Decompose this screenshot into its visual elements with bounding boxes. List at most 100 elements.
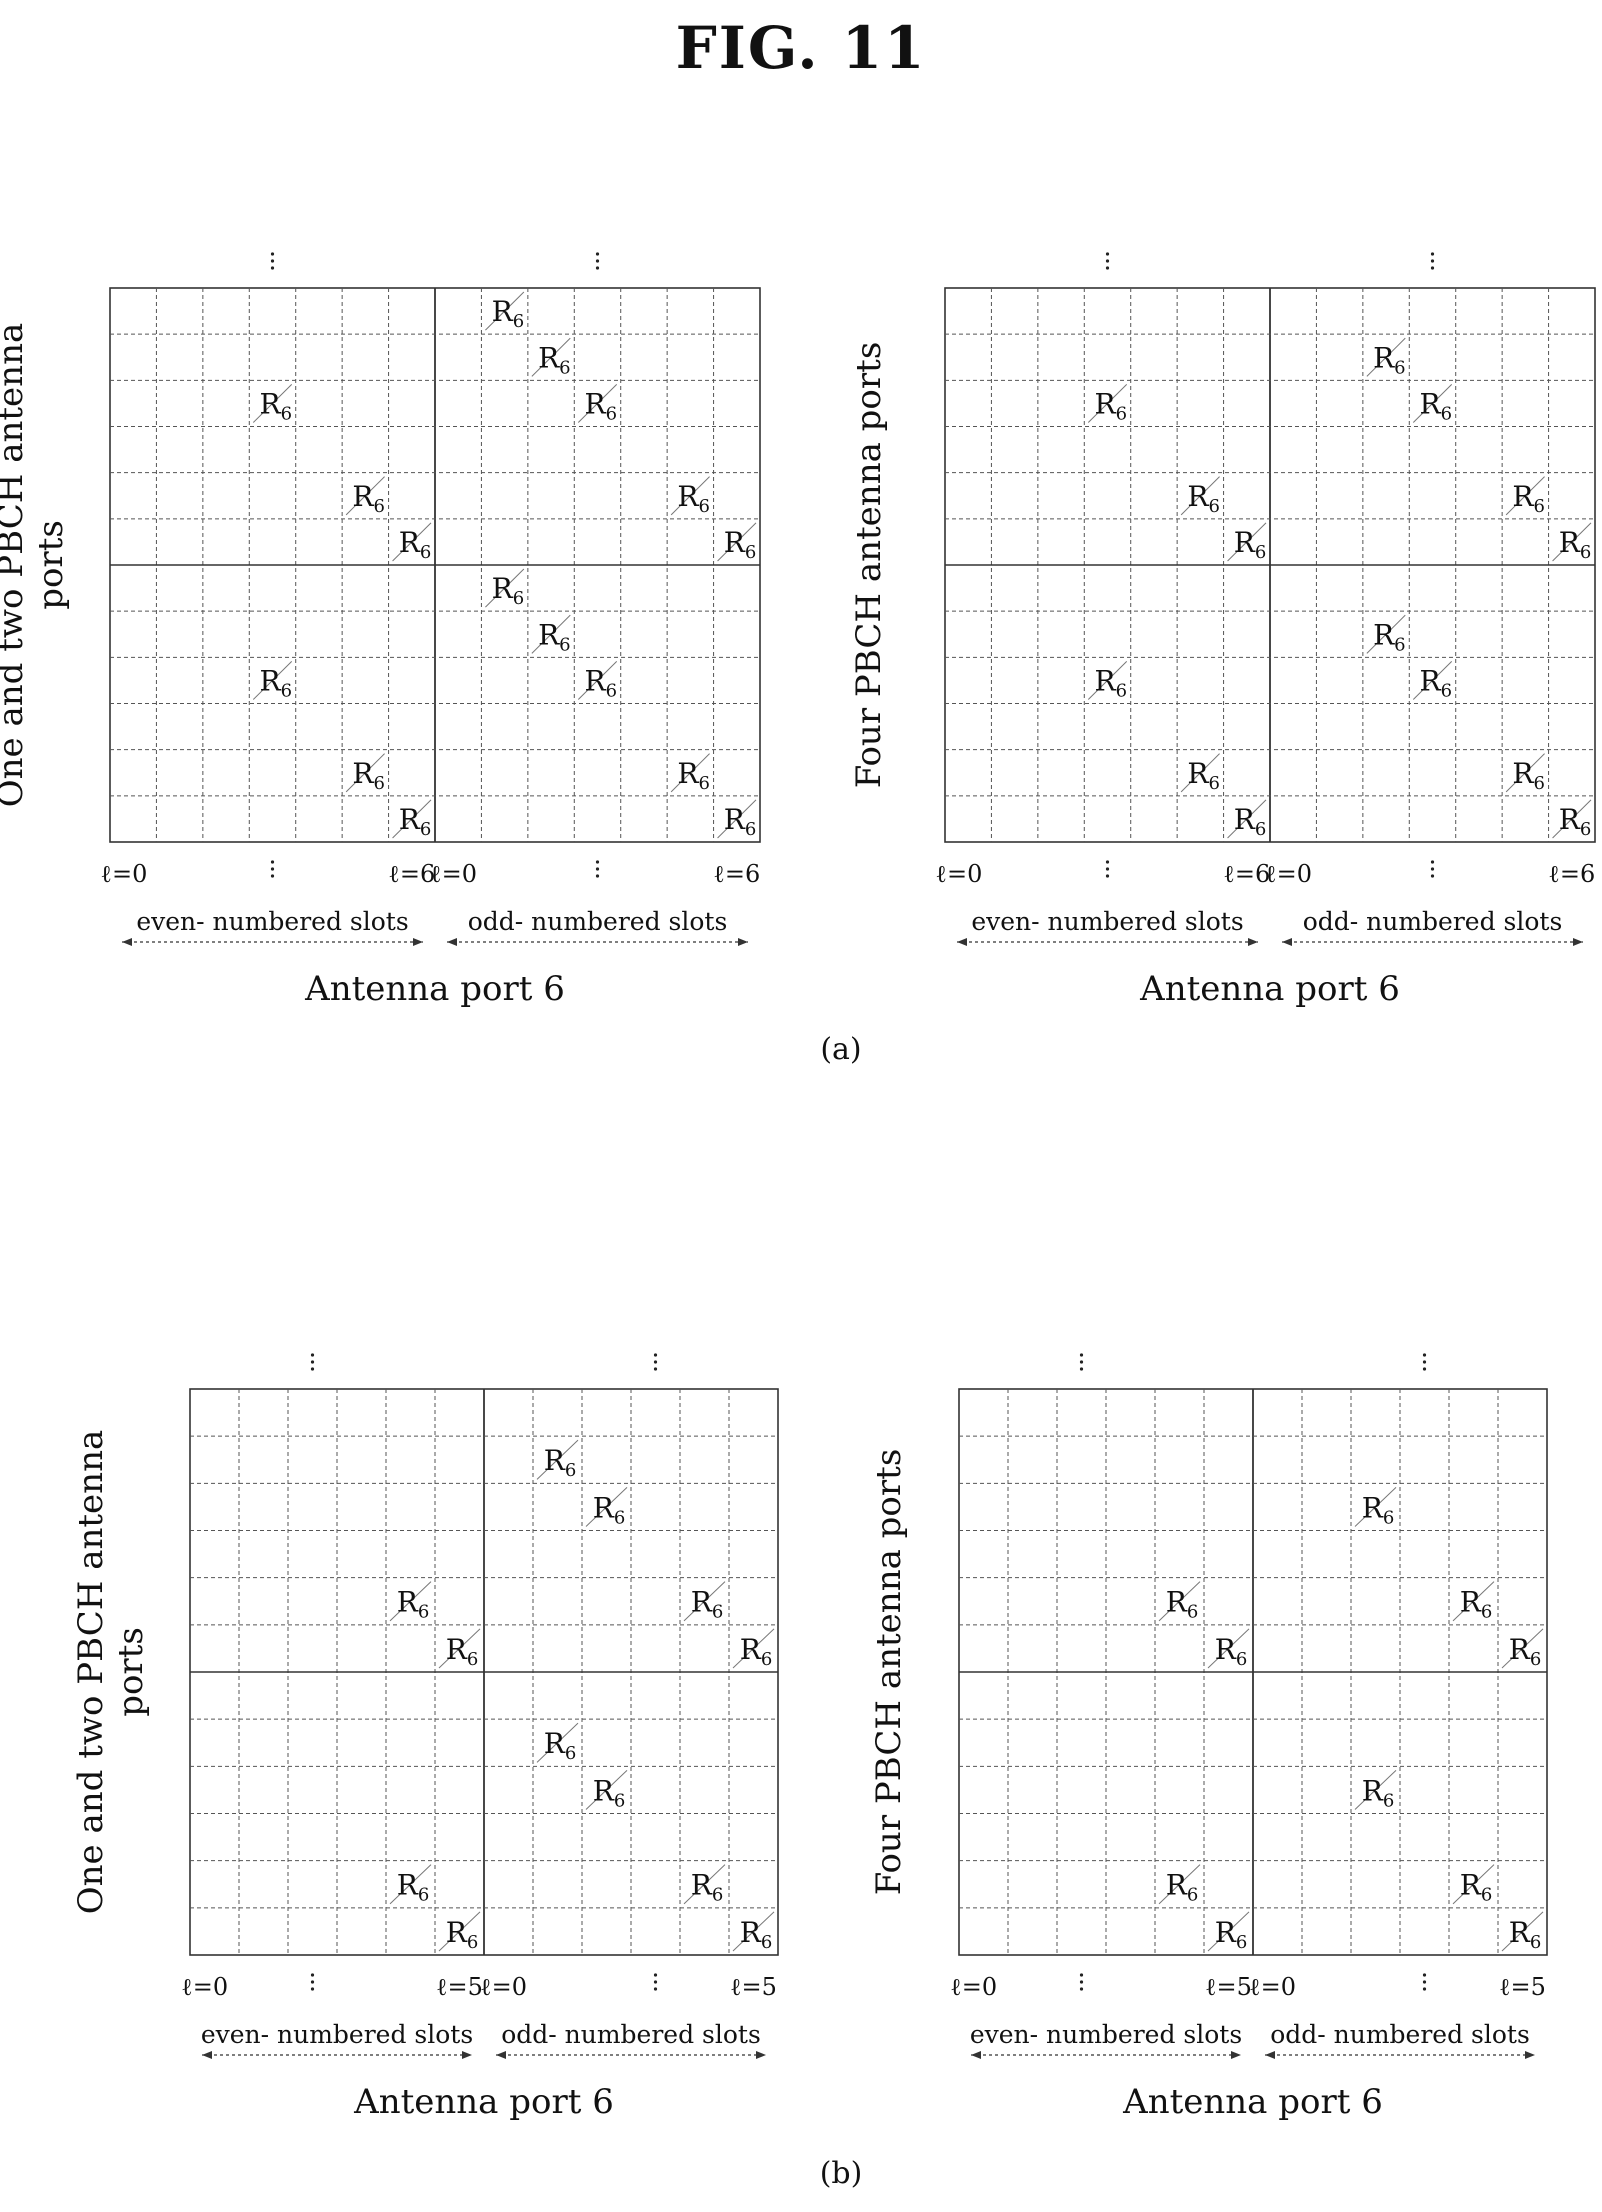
ellipsis-dot (270, 867, 275, 871)
ellipsis-dot (1422, 1980, 1427, 1984)
r6-marker: R6 (1180, 753, 1220, 794)
r6-marker: R6 (485, 568, 525, 609)
r6-hatch (670, 753, 710, 793)
r6-label: R6 (1095, 665, 1128, 702)
ellipsis-dot (270, 860, 275, 864)
r6-label: R6 (1559, 803, 1592, 840)
r6-subscript: 6 (467, 1649, 478, 1670)
r6-label: R6 (352, 757, 385, 794)
index-start-odd: ℓ=0 (430, 860, 477, 888)
index-end-odd: ℓ=6 (713, 860, 760, 888)
r6-subscript: 6 (745, 542, 756, 563)
y-axis-label-line: One and two PBCH antenna (0, 323, 31, 807)
index-start-even: ℓ=0 (950, 1973, 997, 2001)
r6-marker: R6 (670, 753, 710, 794)
r6-marker: R6 (536, 1439, 579, 1481)
figure-title: FIG. 11 (675, 14, 927, 82)
ellipsis-dot (1105, 874, 1110, 878)
r6-subscript: 6 (1441, 404, 1452, 425)
r6-hatch (485, 291, 525, 331)
r6-marker: R6 (1501, 1911, 1544, 1953)
ellipsis-dot (310, 1980, 315, 1984)
r6-marker: R6 (438, 1628, 481, 1670)
r6-label: R6 (1234, 526, 1267, 563)
r6-letter: R (593, 1774, 615, 1807)
r6-subscript: 6 (712, 1602, 723, 1623)
r6-label: R6 (585, 665, 618, 702)
ellipsis-dot (1422, 1987, 1427, 1991)
r6-label: R6 (1215, 1916, 1248, 1953)
r6-marker: R6 (1227, 522, 1267, 563)
index-end-odd: ℓ=6 (1548, 860, 1595, 888)
r6-subscript: 6 (1187, 1885, 1198, 1906)
r6-label: R6 (677, 757, 710, 794)
r6-letter: R (740, 1633, 762, 1666)
r6-subscript: 6 (1530, 1932, 1541, 1953)
r6-marker: R6 (717, 799, 757, 840)
r6-hatch (531, 614, 571, 654)
r6-marker: R6 (345, 753, 385, 794)
arrow-head (738, 938, 748, 946)
antenna-port-label: Antenna port 6 (1139, 969, 1400, 1009)
r6-marker: R6 (1505, 476, 1545, 517)
antenna-port-label: Antenna port 6 (1122, 2082, 1383, 2122)
r6-label: R6 (1509, 1633, 1542, 1670)
r6-hatch (1207, 1628, 1250, 1669)
y-axis-label-line: Four PBCH antenna ports (869, 1449, 909, 1896)
r6-hatch (252, 383, 293, 423)
arrow-head (1248, 938, 1258, 946)
ellipsis-dot (310, 1360, 315, 1364)
r6-letter: R (1509, 1916, 1531, 1949)
r6-subscript: 6 (1580, 819, 1591, 840)
r6-subscript: 6 (1481, 1602, 1492, 1623)
r6-hatch (1505, 476, 1545, 516)
r6-hatch (1207, 1911, 1250, 1952)
r6-label: R6 (1362, 1774, 1395, 1811)
r6-subscript: 6 (1236, 1649, 1247, 1670)
r6-subscript: 6 (1255, 819, 1266, 840)
r6-hatch (345, 753, 385, 793)
r6-letter: R (691, 1586, 713, 1619)
index-end-even: ℓ=6 (1223, 860, 1270, 888)
r6-subscript: 6 (1394, 357, 1405, 378)
ellipsis-dot (1430, 266, 1435, 270)
r6-letter: R (1512, 480, 1534, 513)
r6-label: R6 (677, 480, 710, 517)
r6-hatch (585, 1486, 628, 1527)
r6-hatch (577, 660, 618, 700)
ellipsis-dot (653, 1353, 658, 1357)
r6-label: R6 (399, 803, 432, 840)
ellipsis-dot (1079, 1980, 1084, 1984)
r6-label: R6 (740, 1633, 773, 1670)
r6-letter: R (1362, 1774, 1384, 1807)
r6-marker: R6 (1552, 799, 1592, 840)
r6-label: R6 (1187, 757, 1220, 794)
r6-marker: R6 (1366, 337, 1406, 378)
r6-marker: R6 (531, 614, 571, 655)
r6-letter: R (492, 295, 514, 328)
r6-marker: R6 (585, 1769, 628, 1811)
ellipsis-dot (310, 1973, 315, 1977)
r6-letter: R (740, 1916, 762, 1949)
ellipsis-dot (310, 1987, 315, 1991)
even-slots-label: even- numbered slots (201, 2020, 473, 2049)
r6-letter: R (1095, 388, 1117, 421)
r6-letter: R (1362, 1491, 1384, 1524)
ellipsis-dot (270, 259, 275, 263)
r6-label: R6 (1166, 1586, 1199, 1623)
r6-letter: R (1509, 1633, 1531, 1666)
even-slots-label: even- numbered slots (970, 2020, 1242, 2049)
r6-hatch (577, 383, 618, 423)
ellipsis-dot (1079, 1987, 1084, 1991)
r6-subscript: 6 (606, 681, 617, 702)
ellipsis-dot (1430, 252, 1435, 256)
r6-subscript: 6 (1208, 496, 1219, 517)
r6-letter: R (1373, 341, 1395, 374)
odd-slots-label: odd- numbered slots (1303, 907, 1563, 936)
r6-letter: R (724, 526, 746, 559)
r6-letter: R (1095, 665, 1117, 698)
r6-hatch (1158, 1581, 1201, 1622)
r6-letter: R (724, 803, 746, 836)
r6-hatch (670, 476, 710, 516)
